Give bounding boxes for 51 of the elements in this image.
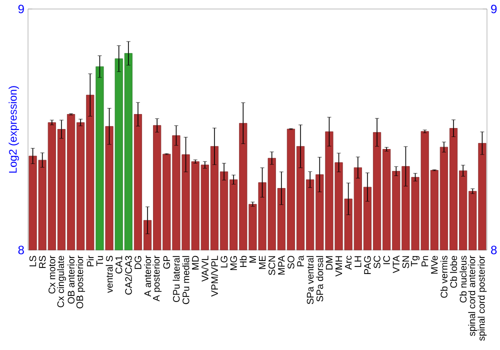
x-tick-label: A posterior [152,256,162,302]
x-tick-label: Pn [422,256,428,266]
x-tick-label: MG [230,256,237,270]
x-tick-label: Cb vermis [440,256,448,298]
x-tick-label: VA/VL [201,256,208,282]
y2-tick-label: 9 [491,4,497,14]
x-tick-label: Cx motor [48,256,56,294]
y-axis-title: Log2 (expression) [8,86,19,173]
x-tick-label: CPu medial [182,256,190,304]
x-tick-label: MVe [431,256,438,274]
x-tick-label: SO [288,256,294,269]
x-tick-label: Hb [240,256,247,267]
x-tick-label: CPu lateral [172,256,180,302]
x-tick-label: VTA [392,255,400,274]
x-tick-label: Cx cingulate [57,256,66,308]
x-tick-label: ME [259,256,266,269]
x-tick-label: VPM/VPL [210,256,218,297]
x-tick-label: Pa [297,255,304,266]
x-tick-label: LS [29,256,36,266]
x-tick-label: SCN [268,256,276,276]
x-tick-label: Arc [345,256,352,270]
x-tick-label: M [249,256,256,263]
x-tick-label: LH [354,256,362,267]
x-tick-label: PAG [364,256,371,274]
x-tick-label: Tu [96,256,104,266]
x-tick-label: A anterior [144,256,152,297]
x-tick-label: Cb nucleus [460,256,467,302]
x-tick-label: MD [192,256,199,270]
x-tick-label: CA1 [115,256,122,274]
x-tick-label: GP [163,256,170,269]
x-tick-label: IC [383,256,390,264]
x-tick-label: VMH [336,256,342,277]
y2-tick-label: 8 [491,246,497,254]
x-tick-label: spinal cord posterior [478,256,487,341]
x-tick-label: LG [220,256,228,268]
x-tick-label: Pir [86,256,94,266]
x-tick-label: OB anterior [68,256,75,304]
x-tick-label: Tg [411,256,420,266]
x-tick-label: SC [374,256,380,268]
x-tick-label: DM [326,256,332,270]
x-tick-label: SN [402,256,410,268]
x-tick-label: ventral S [106,256,113,293]
x-tick-label: MPA [278,255,285,275]
x-tick-label: RS [38,256,46,268]
x-tick-label: spinal cord anterior [468,256,478,336]
x-tick-label: CA2/CA3 [124,256,132,295]
x-tick-label: SPa ventral [306,256,314,304]
x-tick-label: SPa dorsal [316,256,324,302]
x-tick-label: Cb lobe [450,256,458,288]
x-tick-label: OB posterior [76,256,86,308]
x-tick-label: DG [134,256,142,269]
